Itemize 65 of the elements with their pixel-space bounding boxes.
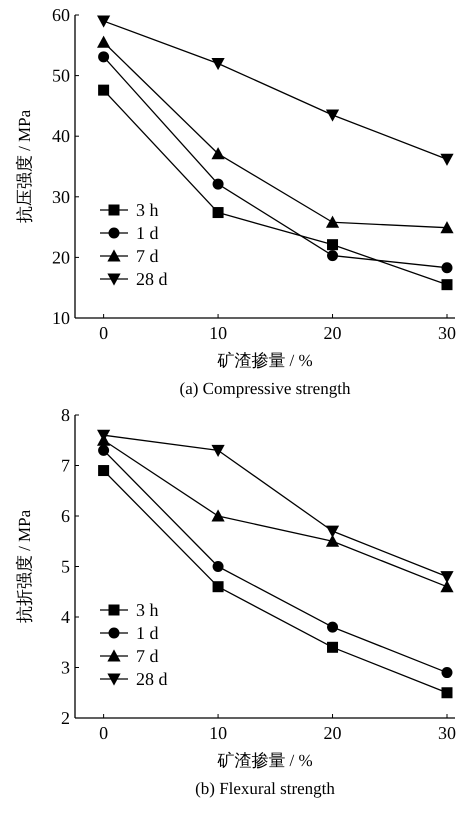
legend-label: 3 h [136,600,158,620]
y-tick-label: 6 [61,506,70,526]
point [441,279,452,290]
x-tick-label: 20 [324,323,342,343]
point [98,84,110,96]
point [98,465,110,476]
y-tick-label: 60 [52,5,70,25]
x-tick-label: 10 [209,323,228,343]
point [440,221,454,234]
legend-label: 3 h [136,200,158,220]
legend-label: 1 d [136,223,158,243]
y-tick-label: 50 [52,66,70,86]
x-tick-label: 20 [324,723,342,743]
point [211,444,225,457]
point [327,239,338,250]
point [212,581,224,592]
point [441,687,452,698]
point [441,667,452,678]
y-tick-label: 3 [61,658,70,678]
y-tick-label: 30 [52,186,70,207]
legend-label: 28 d [136,669,168,689]
point [212,561,224,572]
legend-label: 1 d [136,623,158,643]
x-axis-title: 矿渣掺量 / % [216,751,313,770]
y-tick-label: 20 [52,247,70,268]
point [441,262,452,274]
point [97,16,110,28]
x-tick-label: 10 [209,723,228,743]
x-tick-label: 30 [438,323,456,343]
point [98,51,110,62]
x-tick-label: 0 [99,723,108,743]
y-axis-title: 抗压强度 / MPa [15,109,34,224]
point [326,216,340,228]
point [440,580,454,592]
legend-label: 7 d [136,646,158,666]
point [212,207,224,218]
point [440,154,454,166]
x-tick-label: 30 [438,723,456,743]
x-axis-title: 矿渣掺量 / % [216,351,313,370]
x-tick-label: 0 [99,323,108,343]
y-tick-label: 7 [61,456,70,476]
point [211,147,225,160]
point [212,178,224,190]
y-tick-label: 40 [52,126,70,146]
point [327,250,338,262]
point [326,534,340,547]
point [326,526,340,538]
y-tick-label: 8 [61,405,70,425]
point [211,58,225,70]
text: (b) Flexural strength [195,779,336,798]
point [98,444,110,456]
legend-label: 7 d [136,246,158,266]
y-axis-title: 抗折强度 / MPa [15,509,34,624]
point [327,642,338,653]
y-tick-label: 2 [61,708,70,728]
y-tick-label: 4 [61,607,70,627]
point [327,622,338,633]
point [97,36,110,48]
text: (a) Compressive strength [180,379,351,398]
y-tick-label: 5 [61,556,70,576]
legend-label: 28 d [136,269,168,289]
point [326,109,340,122]
point [440,571,454,584]
point [211,509,225,522]
y-tick-label: 10 [52,308,70,328]
